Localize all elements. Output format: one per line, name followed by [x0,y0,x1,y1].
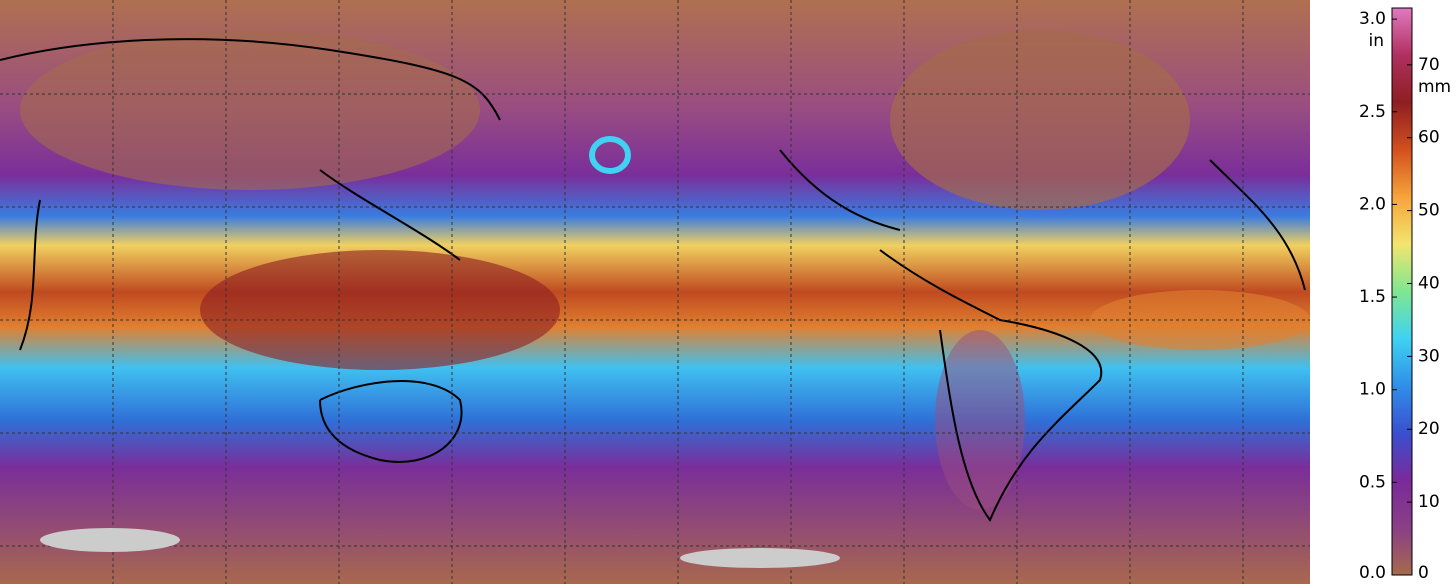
tick-label: 1.0 [1359,380,1386,400]
land-region [20,30,480,190]
tick-label: 10 [1418,492,1440,512]
tick-label: 70 [1418,55,1440,75]
sea-ice [680,548,840,568]
tick-label: 20 [1418,419,1440,439]
tick-label: 0 [1418,563,1429,583]
map [0,0,1310,584]
land-region [935,330,1025,510]
colorbar [1391,7,1413,576]
tick-label: 0.0 [1359,563,1386,583]
tick-label: 2.0 [1359,194,1386,214]
graticule [0,0,1310,584]
tick-label: 40 [1418,273,1440,293]
tick-label: 2.5 [1359,102,1386,122]
sea-ice [40,528,180,552]
tick-label: 3.0 [1359,9,1386,29]
unit-label: mm [1418,77,1451,97]
tick-label: 50 [1418,201,1440,221]
tick-label: 60 [1418,128,1440,148]
tick-label: 0.5 [1359,472,1386,492]
tick-label: 1.5 [1359,287,1386,307]
land-region [890,30,1190,210]
tick-label: 30 [1418,346,1440,366]
unit-label: in [1369,31,1385,51]
cyclone [589,136,631,174]
moisture-blob [200,250,560,370]
